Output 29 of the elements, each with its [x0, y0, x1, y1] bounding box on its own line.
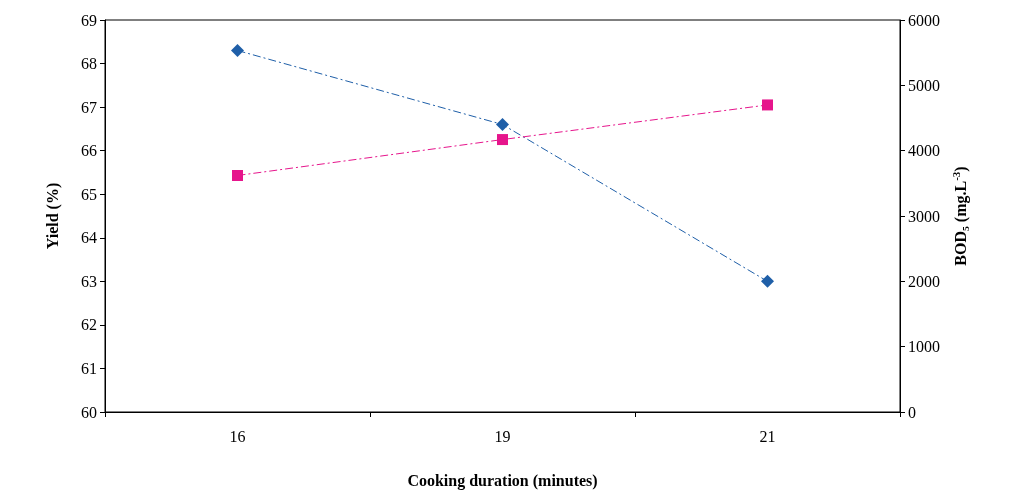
y-tick-label: 69: [81, 11, 97, 29]
y-tick-label: 60: [81, 403, 97, 421]
y2-tick-label: 0: [908, 403, 916, 421]
y2-tick-label: 5000: [908, 76, 940, 94]
y2-tick-label: 4000: [908, 142, 940, 160]
point: [762, 99, 773, 111]
point: [231, 43, 244, 57]
y2-axis-title: BOD₅ (mg.L-3): [950, 166, 970, 266]
y-tick-label: 62: [81, 316, 97, 334]
point: [761, 274, 774, 288]
y-axis-title: Yield (%): [43, 182, 62, 250]
x-tick-label: 19: [494, 427, 511, 445]
y-tick-label: 61: [81, 359, 97, 377]
x-tick-label: 16: [229, 427, 246, 445]
y-tick-label: 67: [81, 98, 97, 116]
y2-tick-label: 2000: [908, 272, 940, 290]
point: [496, 118, 509, 132]
y-tick-label: 65: [81, 185, 97, 203]
y2-tick-label: 3000: [908, 207, 940, 225]
y-tick-label: 64: [81, 229, 97, 247]
point: [232, 169, 243, 181]
point: [497, 134, 508, 146]
y2-tick-label: 6000: [908, 11, 940, 29]
y-tick-label: 63: [81, 272, 97, 290]
y-tick-label: 68: [81, 55, 97, 73]
x-tick-label: 21: [759, 427, 776, 445]
y2-tick-label: 1000: [908, 338, 940, 356]
x-axis-title: Cooking duration (minutes): [407, 471, 598, 490]
y-tick-label: 66: [81, 142, 97, 160]
